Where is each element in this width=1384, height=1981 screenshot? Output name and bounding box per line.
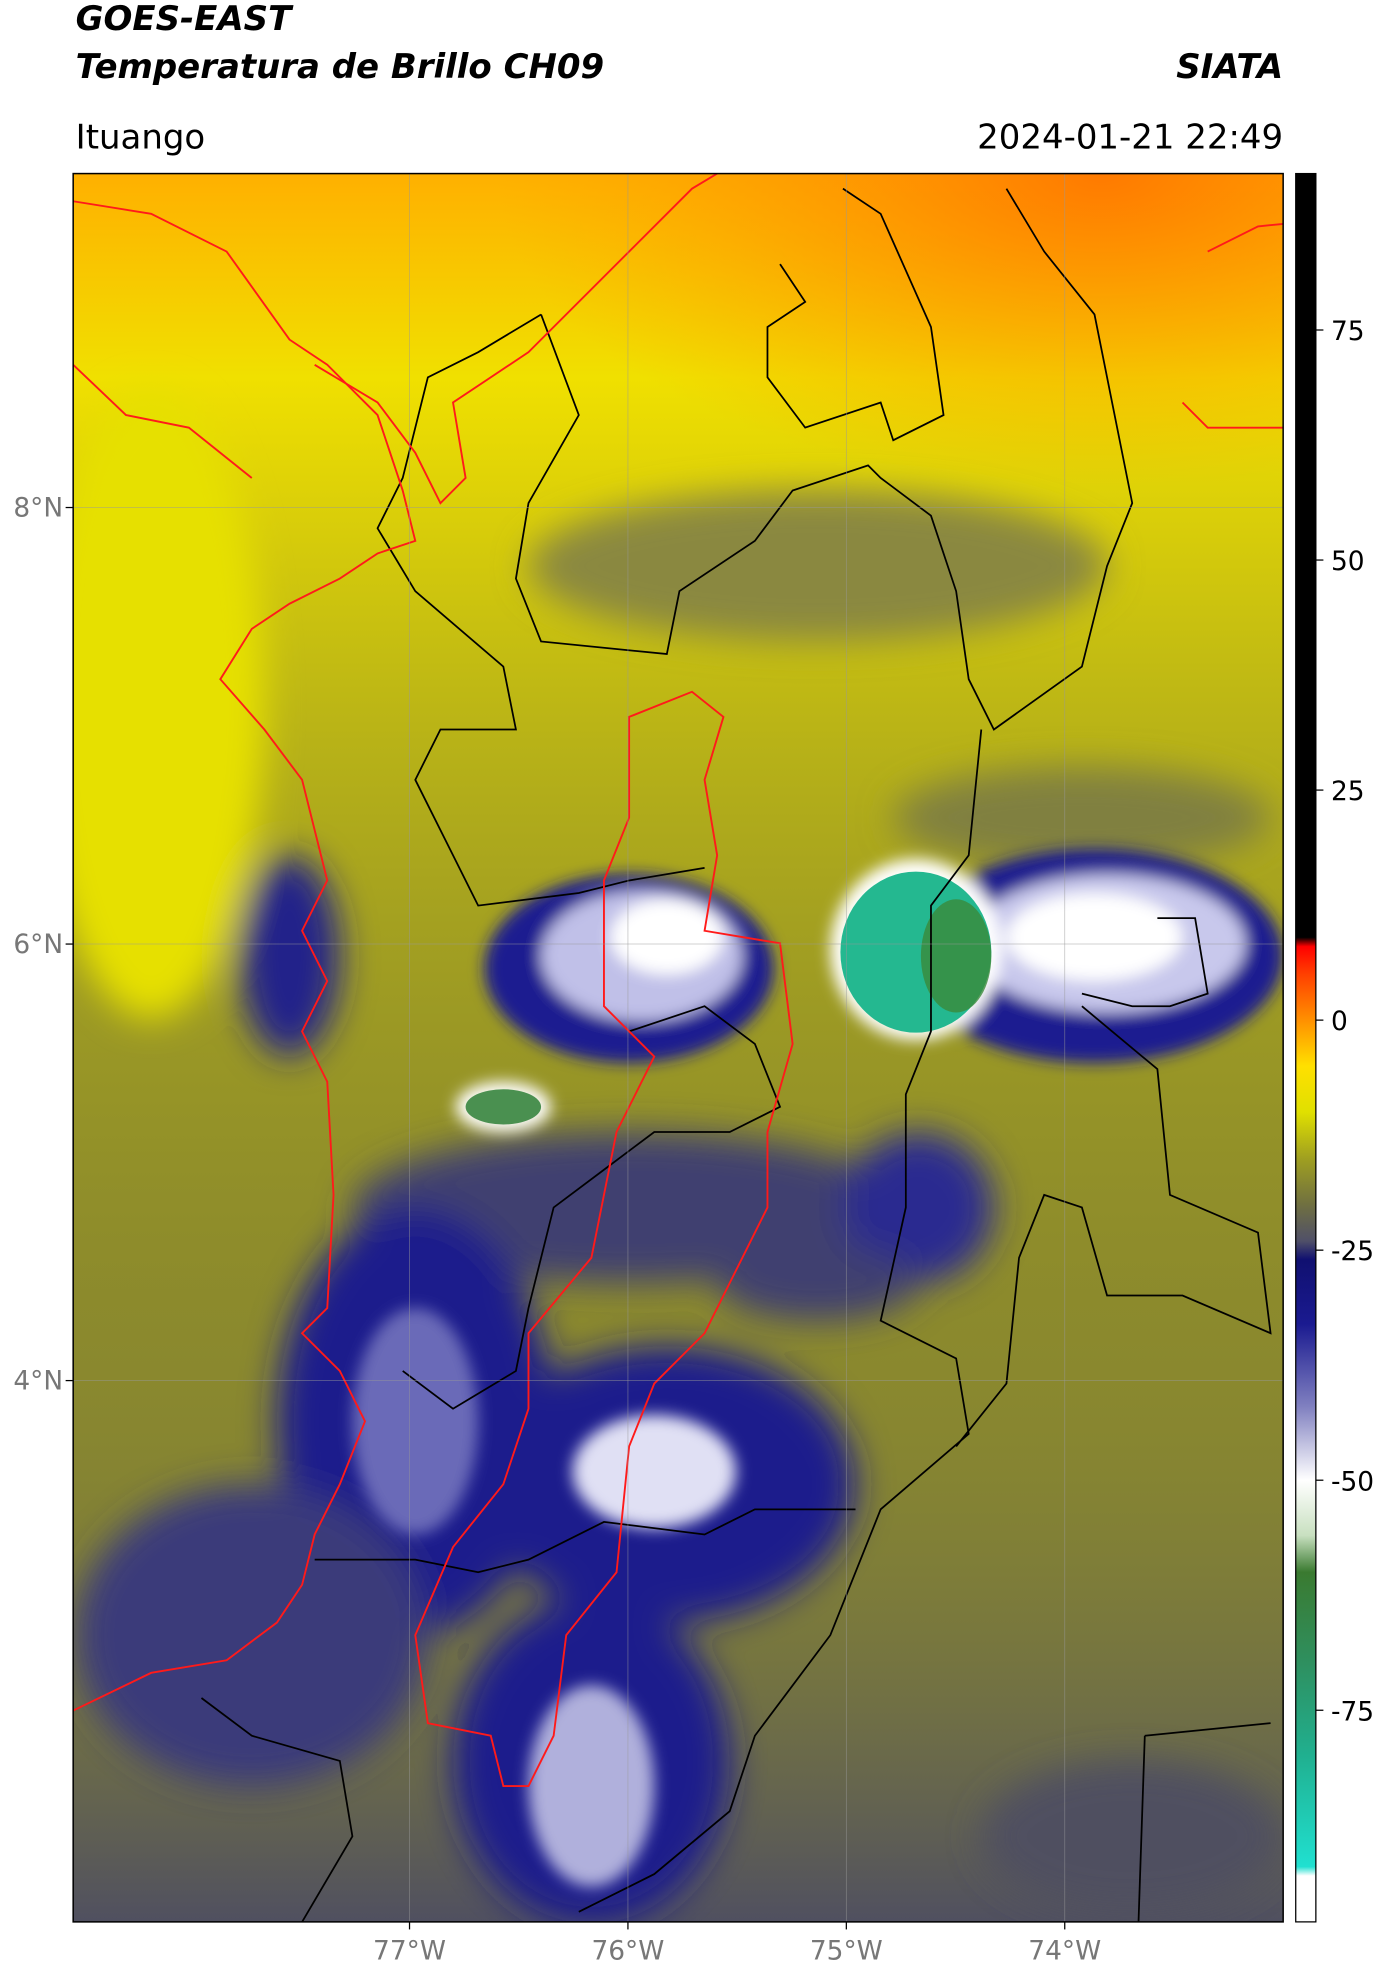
colorbar-tick-label: -75 <box>1331 1696 1374 1727</box>
title: GOES-EAST <box>76 0 294 39</box>
colorbar-tick-label: 25 <box>1331 776 1365 807</box>
map-frame <box>72 172 1284 1923</box>
grid <box>73 173 1284 1922</box>
y-tick-label: 8°N <box>13 492 63 523</box>
colorbar-tick-label: 75 <box>1331 316 1365 347</box>
y-tick-label: 6°N <box>13 929 63 960</box>
x-tick-label: 76°W <box>591 1936 664 1967</box>
x-tick-label: 75°W <box>810 1936 883 1967</box>
x-tick-label: 77°W <box>373 1936 446 1967</box>
colorbar-tick-label: -50 <box>1331 1466 1374 1497</box>
colorbar <box>1295 172 1317 1923</box>
map-field <box>73 173 1284 1922</box>
location: Ituango <box>76 117 206 157</box>
colorbar-tick-label: -25 <box>1331 1236 1374 1267</box>
y-tick-label: 4°N <box>13 1365 63 1396</box>
x-tick-label: 74°W <box>1028 1936 1101 1967</box>
colorbar-tick-label: 0 <box>1331 1006 1348 1037</box>
borders <box>200 187 1272 1922</box>
source: SIATA <box>1176 47 1283 87</box>
subtitle: Temperatura de Brillo CH09 <box>76 47 604 87</box>
coastline <box>73 173 1284 1787</box>
colorbar-tick-label: 50 <box>1331 546 1365 577</box>
datetime: 2024-01-21 22:49 <box>977 117 1283 157</box>
